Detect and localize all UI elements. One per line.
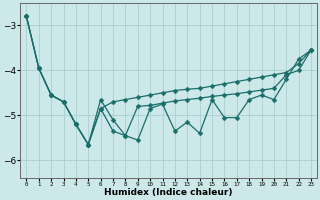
X-axis label: Humidex (Indice chaleur): Humidex (Indice chaleur) — [104, 188, 233, 197]
